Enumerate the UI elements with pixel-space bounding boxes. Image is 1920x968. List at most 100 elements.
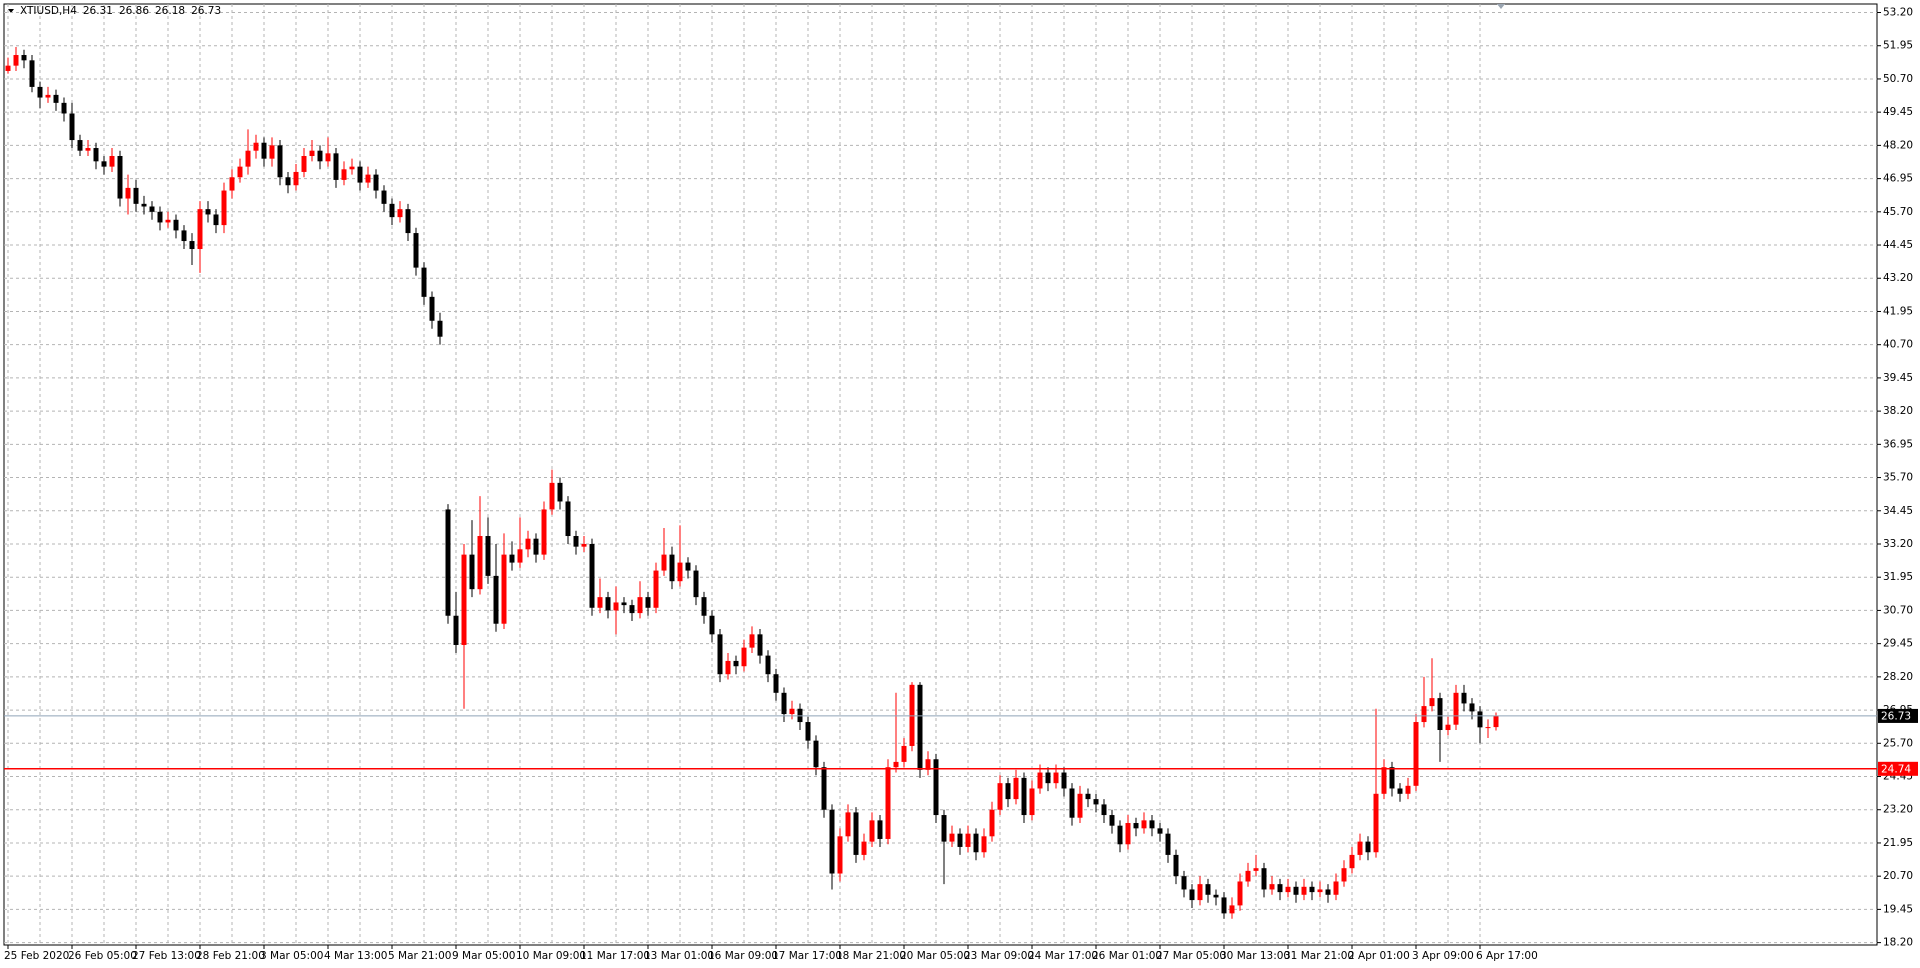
y-tick-label: 19.45 <box>1883 903 1913 915</box>
level-tag-label: 24.74 <box>1881 763 1911 775</box>
candle-body <box>181 230 187 242</box>
candle-body <box>205 209 211 215</box>
y-tick-label: 48.20 <box>1883 139 1913 151</box>
candle-body <box>1365 841 1371 853</box>
candle-body <box>1389 767 1395 789</box>
candle-body <box>917 684 923 770</box>
y-tick-label: 39.45 <box>1883 372 1913 384</box>
candle-body <box>421 267 427 297</box>
candle-body <box>149 206 155 212</box>
candle-body <box>589 543 595 608</box>
candle-body <box>701 597 707 616</box>
x-tick-label: 26 Feb 05:00 <box>68 950 137 962</box>
candle-body <box>461 554 467 645</box>
candle-body <box>1317 889 1323 893</box>
candle-body <box>1461 692 1467 704</box>
candle-body <box>261 142 267 159</box>
plot-frame <box>3 3 1878 946</box>
candle-body <box>789 708 795 715</box>
candle-body <box>1125 823 1131 845</box>
y-tick-label: 36.95 <box>1883 438 1913 450</box>
candle-body <box>869 820 875 842</box>
candle-body <box>69 113 75 141</box>
candle-body <box>1173 854 1179 877</box>
candle-body <box>669 554 675 582</box>
candle-body <box>981 836 987 853</box>
candle-body <box>1269 884 1275 890</box>
candle-body <box>1357 841 1363 855</box>
candle-body <box>749 634 755 648</box>
candle-body <box>429 296 435 321</box>
candle-body <box>1005 783 1011 800</box>
candle-body <box>597 597 603 608</box>
candle-body <box>1413 722 1419 786</box>
candle-body <box>1453 692 1459 725</box>
candle-body <box>861 841 867 855</box>
x-tick-label: 3 Mar 05:00 <box>260 950 323 962</box>
candle-body <box>565 501 571 537</box>
candle-body <box>349 166 355 170</box>
y-tick-label: 43.20 <box>1883 272 1913 284</box>
candle-body <box>1309 886 1315 893</box>
y-tick-label: 18.20 <box>1883 937 1913 949</box>
candle-body <box>61 102 67 114</box>
y-tick-label: 53.20 <box>1883 7 1913 19</box>
candle-body <box>1301 886 1307 895</box>
candle-body <box>1493 715 1499 728</box>
candle-body <box>85 148 91 151</box>
x-tick-label: 26 Mar 01:00 <box>1092 950 1162 962</box>
candle-body <box>1405 785 1411 794</box>
candle-body <box>533 538 539 555</box>
ohlc-high: 26.86 <box>118 5 149 17</box>
candle-body <box>1213 894 1219 898</box>
candle-body <box>245 150 251 167</box>
candle-body <box>965 833 971 847</box>
candle-body <box>605 597 611 611</box>
candle-body <box>197 209 203 250</box>
candle-body <box>309 150 315 157</box>
x-tick-label: 27 Mar 05:00 <box>1156 950 1226 962</box>
level-tag <box>1878 761 1918 776</box>
candle-body <box>1021 777 1027 816</box>
candle-body <box>13 55 19 66</box>
candle-body <box>549 482 555 510</box>
x-tick-label: 27 Feb 13:00 <box>132 950 201 962</box>
candle-body <box>101 161 107 167</box>
y-tick-label: 51.95 <box>1883 40 1913 52</box>
candle-body <box>341 169 347 180</box>
candle-body <box>885 767 891 839</box>
y-tick-label: 25.70 <box>1883 737 1913 749</box>
candle-body <box>285 177 291 186</box>
candle-body <box>77 140 83 151</box>
candle-body <box>573 536 579 547</box>
candle-body <box>253 142 259 151</box>
candle-body <box>485 536 491 576</box>
candle-body <box>189 241 195 250</box>
candle-body <box>765 655 771 675</box>
chart-header: XTIUSD,H4 26.31 26.86 26.18 26.73 <box>20 5 221 17</box>
candle-body <box>1197 884 1203 901</box>
candle-body <box>237 166 243 178</box>
candle-body <box>1285 886 1291 893</box>
candle-body <box>1117 825 1123 845</box>
candle-body <box>1109 815 1115 826</box>
candle-body <box>677 562 683 582</box>
candle-body <box>893 761 899 768</box>
candle-body <box>453 615 459 645</box>
candle-body <box>1053 772 1059 784</box>
candle-body <box>1181 876 1187 890</box>
price-tag-label: 26.73 <box>1881 710 1911 722</box>
y-tick-label: 45.70 <box>1883 206 1913 218</box>
candle-body <box>45 94 51 98</box>
candle-body <box>989 809 995 837</box>
candle-body <box>1261 868 1267 890</box>
candle-body <box>925 759 931 770</box>
candle-body <box>213 214 219 226</box>
candle-body <box>805 722 811 741</box>
candle-body <box>837 836 843 874</box>
candle-body <box>29 60 35 87</box>
candle-body <box>525 538 531 550</box>
candle-body <box>1349 854 1355 869</box>
x-tick-label: 16 Mar 09:00 <box>708 950 778 962</box>
candle-body <box>165 219 171 223</box>
